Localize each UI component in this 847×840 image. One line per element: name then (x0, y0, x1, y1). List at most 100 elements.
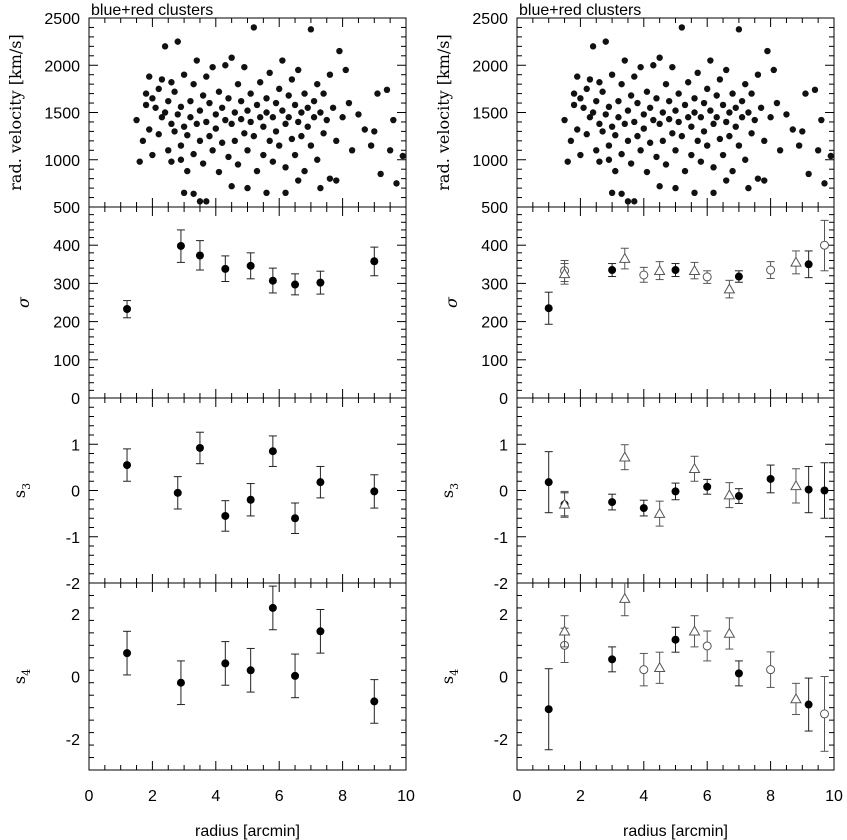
data-point (574, 126, 581, 133)
data-point (790, 479, 802, 491)
data-point (821, 180, 828, 187)
data-point (608, 266, 617, 275)
data-point (631, 198, 638, 205)
data-point (367, 142, 375, 149)
data-point (234, 80, 242, 88)
data-point (199, 160, 207, 167)
data-point (734, 492, 743, 501)
data-point (272, 128, 280, 135)
data-point (339, 114, 346, 121)
data-point (681, 101, 689, 109)
data-point (231, 137, 239, 145)
x-tick-label: 8 (766, 788, 775, 805)
data-point (804, 700, 813, 709)
data-point (656, 120, 663, 128)
data-point (662, 161, 670, 168)
s4-left-panel: -2 0 2 0 2 4 6 8 10 radius [arcmin] s4 (10, 582, 415, 840)
data-point (136, 158, 143, 165)
data-point (377, 170, 384, 178)
data-point (713, 114, 720, 121)
data-point (811, 86, 819, 94)
data-point (612, 167, 619, 175)
data-point (234, 161, 242, 168)
data-point (605, 103, 613, 111)
data-point (624, 198, 632, 205)
data-point (729, 167, 736, 175)
data-point (215, 88, 223, 95)
data-point (158, 114, 166, 121)
data-point (221, 264, 230, 273)
data-point (195, 443, 204, 452)
data-point (176, 678, 185, 687)
data-point (745, 109, 752, 116)
data-point (165, 97, 172, 105)
data-point (269, 114, 277, 121)
data-point (637, 147, 644, 154)
s4-right-panel: -2 0 2 0 2 4 6 8 10 radius [arcmin] s4 (438, 582, 843, 840)
data-point (291, 671, 300, 680)
data-point (659, 109, 667, 116)
data-point (544, 478, 553, 487)
data-point (723, 489, 736, 500)
data-point (802, 90, 809, 97)
data-point (656, 183, 663, 190)
data-point (618, 252, 631, 263)
data-point (662, 80, 670, 88)
data-point (285, 114, 292, 121)
data-point (767, 114, 774, 121)
data-point (640, 125, 647, 132)
data-point (177, 142, 185, 149)
data-point (672, 147, 679, 154)
data-point (729, 90, 736, 97)
data-point (593, 97, 600, 105)
data-point (805, 170, 812, 178)
data-point (310, 114, 318, 121)
data-point (161, 43, 169, 50)
data-point (155, 131, 162, 138)
y-tick-label: -1 (494, 530, 508, 547)
data-point (291, 514, 300, 523)
data-point (653, 507, 666, 518)
data-point (783, 111, 790, 118)
y-tick-label: 0 (71, 484, 80, 501)
y-tick-label: 400 (53, 238, 80, 255)
data-point (218, 139, 226, 146)
data-point (544, 304, 553, 313)
data-point (583, 85, 590, 93)
data-point (173, 488, 182, 497)
x-tick-label: 0 (85, 788, 94, 805)
data-point (589, 43, 597, 50)
data-point (333, 137, 340, 145)
data-point (123, 304, 132, 313)
data-point (386, 147, 394, 154)
data-point (671, 635, 680, 644)
y-tick-label: -2 (494, 732, 508, 749)
plot-frame (88, 582, 407, 771)
data-point (263, 109, 270, 116)
data-point (653, 661, 666, 673)
x-tick-label: 0 (513, 788, 522, 805)
data-point (250, 132, 258, 140)
data-point (228, 183, 235, 190)
velocity-right-panel: 500 1000 1500 2000 2500 blue+red clusters rad.… (434, 2, 835, 217)
data-point (700, 99, 708, 107)
data-point (256, 79, 264, 86)
data-point (618, 150, 625, 158)
data-point (146, 126, 153, 133)
data-point (618, 592, 631, 603)
data-point (298, 109, 305, 116)
data-point (333, 177, 340, 184)
y-tick-label: 0 (499, 484, 508, 501)
data-point (231, 109, 239, 116)
data-point (766, 265, 776, 275)
sigma-left-panel: 0 100 200 300 400 σ (14, 206, 407, 408)
data-point (149, 151, 156, 159)
data-point (390, 116, 397, 124)
data-point (602, 111, 609, 118)
data-point (272, 99, 280, 107)
data-point (618, 451, 631, 462)
data-point (700, 128, 708, 135)
data-point (703, 482, 712, 491)
data-point (180, 123, 188, 130)
data-point (184, 131, 191, 139)
